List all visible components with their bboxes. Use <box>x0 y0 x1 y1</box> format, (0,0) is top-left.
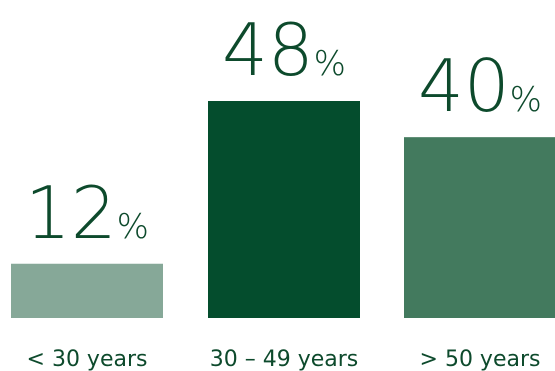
value-label-1: 12% <box>25 171 149 255</box>
category-label-3: > 50 years <box>420 347 541 371</box>
bar-1 <box>11 263 163 318</box>
bar-2 <box>208 101 360 318</box>
value-label-3: 40% <box>418 44 542 128</box>
category-label-2: 30 – 49 years <box>210 347 359 371</box>
category-label-1: < 30 years <box>27 347 148 371</box>
bar-3 <box>404 137 555 318</box>
value-label-2: 48% <box>222 8 346 92</box>
